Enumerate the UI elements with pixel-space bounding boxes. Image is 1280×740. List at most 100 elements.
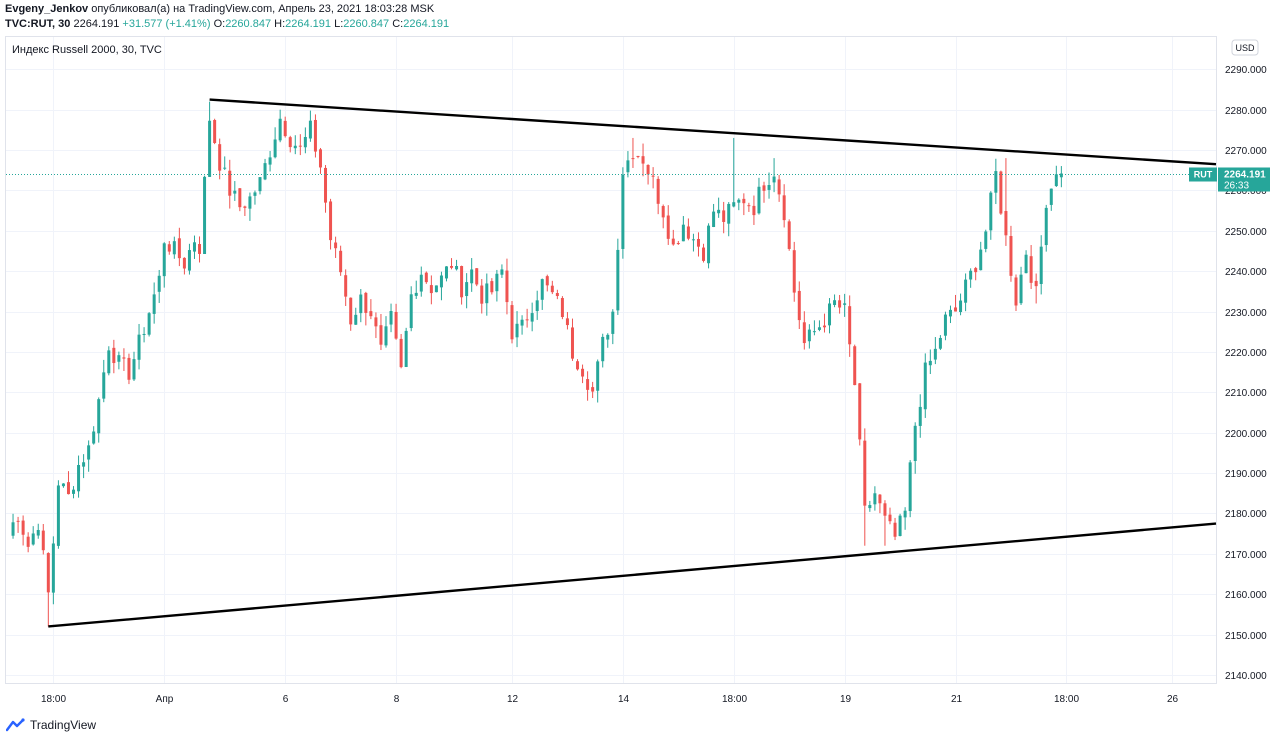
candle-body bbox=[913, 425, 917, 461]
candle-body bbox=[470, 269, 474, 284]
candle-body bbox=[127, 357, 131, 380]
candle-body bbox=[203, 176, 207, 254]
close-label: C: bbox=[392, 18, 404, 30]
candles bbox=[11, 101, 1063, 627]
candle-body bbox=[1019, 274, 1023, 304]
candle-body bbox=[228, 170, 232, 196]
candle-body bbox=[324, 167, 328, 203]
price-tick-label: 2280.000 bbox=[1225, 106, 1267, 117]
candle-body bbox=[666, 215, 670, 239]
candle-body bbox=[308, 120, 312, 139]
time-axis[interactable] bbox=[5, 685, 1217, 711]
candle-body bbox=[394, 311, 398, 339]
close-value: 2264.191 bbox=[403, 18, 450, 30]
candle-body bbox=[1024, 254, 1028, 274]
chart-title: Индекс Russell 2000, 30, TVC bbox=[12, 44, 162, 56]
candle-body bbox=[339, 250, 343, 273]
candle-body bbox=[213, 120, 217, 143]
candle-body bbox=[994, 171, 998, 193]
time-tick-label: 14 bbox=[618, 694, 630, 705]
currency-button[interactable] bbox=[1231, 39, 1259, 56]
candle-body bbox=[354, 314, 358, 325]
trendline-upper[interactable] bbox=[209, 98, 1217, 166]
candle-body bbox=[152, 294, 156, 314]
candle-body bbox=[555, 293, 559, 297]
price-tick-label: 2240.000 bbox=[1225, 267, 1267, 278]
candle-body bbox=[72, 489, 76, 494]
author-name[interactable]: Evgeny_Jenkov bbox=[5, 3, 89, 15]
candle-body bbox=[223, 167, 227, 169]
candle-body bbox=[722, 210, 726, 222]
trendlines[interactable] bbox=[48, 98, 1217, 628]
candle-body bbox=[545, 276, 549, 286]
price-tick-label: 2200.000 bbox=[1225, 429, 1267, 440]
candle-body bbox=[576, 361, 580, 370]
candle-body bbox=[369, 311, 373, 317]
candle-body bbox=[399, 338, 403, 368]
candle-body bbox=[102, 372, 106, 399]
candle-body bbox=[389, 311, 393, 325]
candle-body bbox=[923, 362, 927, 410]
plot-area[interactable] bbox=[5, 36, 1217, 684]
candle-body bbox=[233, 190, 237, 194]
candle-body bbox=[465, 282, 469, 297]
candle-body bbox=[586, 379, 590, 390]
price-tag-bg bbox=[1218, 167, 1270, 192]
candle-body bbox=[928, 360, 932, 366]
candle-body bbox=[26, 536, 30, 547]
time-tick-label: Апр bbox=[156, 694, 174, 705]
candle-body bbox=[681, 224, 685, 242]
candle-body bbox=[349, 297, 353, 325]
candle-body bbox=[419, 274, 423, 292]
candle-body bbox=[757, 186, 761, 214]
candle-body bbox=[691, 239, 695, 241]
candle-body bbox=[948, 309, 952, 317]
candle-body bbox=[933, 348, 937, 360]
candle-body bbox=[77, 465, 81, 492]
candle-body bbox=[414, 292, 418, 296]
candle-body bbox=[243, 206, 247, 208]
candle-body bbox=[379, 325, 383, 345]
price-tick-label: 2160.000 bbox=[1225, 590, 1267, 601]
trendline-lower[interactable] bbox=[48, 522, 1217, 628]
candle-body bbox=[162, 243, 166, 277]
candle-body bbox=[46, 553, 50, 593]
time-tick-label: 26 bbox=[1167, 694, 1179, 705]
candle-body bbox=[364, 292, 368, 313]
candle-body bbox=[853, 346, 857, 386]
candle-body bbox=[797, 290, 801, 321]
candle-body bbox=[954, 307, 958, 312]
candle-body bbox=[208, 120, 212, 177]
price-tick-label: 2250.000 bbox=[1225, 227, 1267, 238]
price-tag-countdown: 26:33 bbox=[1224, 181, 1249, 192]
candle-body bbox=[772, 176, 776, 183]
candle-body bbox=[439, 275, 443, 288]
ohlc-line: TVC:RUT, 30 2264.191 +31.577 (+1.41%) O:… bbox=[5, 17, 449, 32]
candle-body bbox=[686, 226, 690, 239]
candle-body bbox=[450, 265, 454, 268]
candle-body bbox=[843, 303, 847, 305]
time-axis-ticks: 18:00 Апр 6 8 12 14 18:00 19 21 18:00 26 bbox=[41, 694, 1179, 705]
candle-body bbox=[16, 520, 20, 522]
candle-body bbox=[878, 494, 882, 504]
price-change: +31.577 (+1.41%) bbox=[122, 18, 211, 30]
candle-body bbox=[792, 250, 796, 293]
candle-body bbox=[11, 522, 15, 536]
candle-body bbox=[822, 325, 826, 328]
candle-body bbox=[787, 221, 791, 249]
low-label: L: bbox=[334, 18, 344, 30]
price-tick-label: 2190.000 bbox=[1225, 469, 1267, 480]
candle-body bbox=[429, 285, 433, 294]
candle-body bbox=[540, 279, 544, 300]
candle-body bbox=[1049, 188, 1053, 205]
candle-body bbox=[278, 118, 282, 141]
price-axis[interactable] bbox=[1217, 36, 1280, 684]
candle-body bbox=[520, 319, 524, 326]
candle-body bbox=[777, 179, 781, 195]
candle-body bbox=[525, 319, 529, 321]
brand-label[interactable]: TradingView bbox=[30, 718, 97, 732]
candle-body bbox=[434, 285, 438, 293]
candle-body bbox=[802, 322, 806, 344]
price-tag-value: 2264.191 bbox=[1224, 170, 1266, 181]
